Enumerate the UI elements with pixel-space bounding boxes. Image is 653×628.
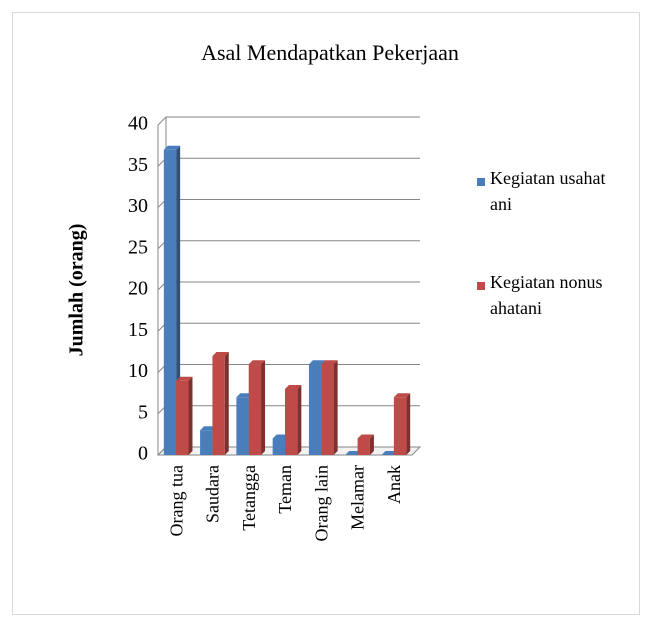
legend-label: Kegiatan nonusahatani xyxy=(490,272,603,318)
bar-top xyxy=(308,360,326,365)
y-tick-label: 35 xyxy=(128,154,148,176)
bar-top xyxy=(345,451,362,455)
y-tick-label: 0 xyxy=(138,443,148,465)
x-tick-label: Melamar xyxy=(348,465,368,530)
chart-title: Asal Mendapatkan Pekerjaan xyxy=(201,40,459,65)
bar xyxy=(272,438,285,455)
bar xyxy=(248,364,262,455)
legend-item: Kegiatan nonusahatani xyxy=(490,272,603,318)
bar-side xyxy=(369,434,374,455)
y-tick-label: 40 xyxy=(128,113,148,135)
bar-top xyxy=(285,385,302,389)
bar-top xyxy=(248,360,266,365)
bar xyxy=(176,380,189,455)
bar xyxy=(308,364,322,455)
bar-top xyxy=(200,426,217,431)
legend-swatch xyxy=(477,178,485,186)
bar-side xyxy=(297,385,302,455)
bar xyxy=(357,438,370,455)
bar-top xyxy=(163,145,181,150)
bar-top xyxy=(357,434,374,439)
bar-side xyxy=(333,360,338,455)
legend-item: Kegiatan usahatani xyxy=(490,168,606,214)
bar-top xyxy=(236,393,253,398)
x-tick-label: Orang lain xyxy=(311,465,331,541)
bar-side xyxy=(261,360,266,455)
x-tick-label: Anak xyxy=(384,465,404,504)
bar-side xyxy=(406,393,411,455)
x-tick-label: Teman xyxy=(275,465,295,514)
bar xyxy=(163,149,177,455)
chart-frame xyxy=(12,12,640,615)
bar-top xyxy=(272,434,289,439)
x-tick-label: Saudara xyxy=(203,465,223,523)
bar xyxy=(393,397,407,455)
bar-top xyxy=(381,451,398,455)
y-tick-label: 30 xyxy=(128,195,148,217)
bar-top xyxy=(393,393,411,398)
bar-top xyxy=(321,360,338,365)
bar xyxy=(212,356,225,455)
y-axis-label: Jumlah (orang) xyxy=(66,224,88,357)
bar xyxy=(236,397,249,455)
y-tick-label: 25 xyxy=(128,236,148,258)
bar-side xyxy=(188,376,193,455)
grid-line xyxy=(157,116,420,126)
y-tick-label: 5 xyxy=(138,401,148,423)
bar-side xyxy=(176,145,181,455)
x-tick-label: Orang tua xyxy=(166,465,186,536)
y-tick-label: 20 xyxy=(128,278,148,300)
bar-top xyxy=(176,376,193,381)
bar xyxy=(285,389,298,455)
y-tick-label: 10 xyxy=(128,360,148,382)
y-tick-label: 15 xyxy=(128,319,148,341)
bar-side xyxy=(224,352,229,455)
legend-swatch xyxy=(477,282,485,290)
bar xyxy=(200,430,213,455)
legend-label: Kegiatan usahatani xyxy=(490,168,606,214)
x-tick-label: Tetangga xyxy=(239,465,259,531)
bar-top xyxy=(212,352,229,356)
bar xyxy=(321,364,334,455)
